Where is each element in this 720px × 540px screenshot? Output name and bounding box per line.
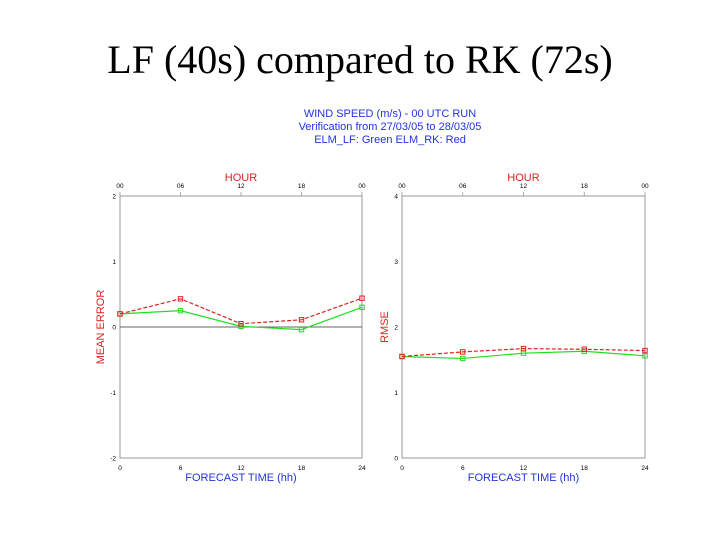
top-tick-label: 00 <box>641 183 649 190</box>
x-tick-label: 0 <box>118 465 122 472</box>
data-point-rk <box>520 345 527 352</box>
y-tick-label: 2 <box>112 194 116 201</box>
x-axis-title: FORECAST TIME (hh) <box>185 472 296 484</box>
plot-frame <box>401 195 646 459</box>
x-tick-label: 24 <box>641 465 649 472</box>
data-point-rk <box>460 349 466 355</box>
data-point-lf <box>460 355 466 362</box>
top-tick-label: 12 <box>520 183 528 190</box>
top-tick-label: 18 <box>581 183 589 190</box>
top-tick-label: 06 <box>459 183 467 190</box>
y-axis-title: RMSE <box>379 311 391 343</box>
data-point-lf <box>177 307 184 314</box>
top-axis-label: HOUR <box>225 172 257 184</box>
x-tick-label: 12 <box>237 465 245 472</box>
x-tick-label: 0 <box>400 465 404 472</box>
y-tick-label: 2 <box>394 325 398 332</box>
data-point-rk <box>298 317 305 323</box>
x-tick-label: 12 <box>520 465 528 472</box>
y-tick-label: 3 <box>394 259 398 266</box>
chart-header-line2: Verification from 27/03/05 to 28/03/05 <box>298 121 482 133</box>
x-tick-label: 18 <box>298 465 306 472</box>
y-tick-label: -2 <box>110 456 116 463</box>
y-tick-label: 4 <box>394 194 398 201</box>
y-tick-label: -1 <box>110 390 116 397</box>
data-point-rk <box>642 347 648 354</box>
y-tick-label: 0 <box>394 456 398 463</box>
data-point-lf <box>298 326 305 333</box>
data-point-rk <box>177 296 184 302</box>
slide-title: LF (40s) compared to RK (72s) <box>107 37 613 82</box>
top-tick-label: 06 <box>177 183 185 190</box>
top-axis-label: HOUR <box>507 172 539 184</box>
top-tick-label: 12 <box>237 183 245 190</box>
data-point-rk <box>359 295 365 301</box>
y-tick-label: 1 <box>112 259 116 266</box>
y-tick-label: 1 <box>394 390 398 397</box>
series-line-lf <box>401 350 646 360</box>
top-tick-label: 00 <box>116 183 124 190</box>
series-line-rk <box>119 297 363 325</box>
chart-header-line3: ELM_LF: Green ELM_RK: Red <box>314 134 466 146</box>
data-point-rk <box>117 311 123 317</box>
data-point-rk <box>238 321 244 327</box>
data-point-rk <box>581 346 587 352</box>
y-tick-label: 0 <box>112 325 116 332</box>
top-tick-label: 18 <box>298 183 306 190</box>
data-point-lf <box>642 353 648 359</box>
x-tick-label: 24 <box>358 465 366 472</box>
y-axis-title: MEAN ERROR <box>95 290 107 365</box>
x-axis-title: FORECAST TIME (hh) <box>468 472 579 484</box>
x-tick-label: 18 <box>581 465 589 472</box>
data-point-rk <box>399 353 405 360</box>
data-point-lf <box>359 304 365 311</box>
chart-header-line1: WIND SPEED (m/s) - 00 UTC RUN <box>303 108 477 120</box>
x-tick-label: 6 <box>179 465 183 472</box>
top-tick-label: 00 <box>398 183 406 190</box>
top-tick-label: 00 <box>358 183 366 190</box>
x-tick-label: 6 <box>461 465 465 472</box>
series-line-rk <box>401 348 646 358</box>
chart-header: WIND SPEED (m/s) - 00 UTC RUN Verificati… <box>190 108 590 147</box>
